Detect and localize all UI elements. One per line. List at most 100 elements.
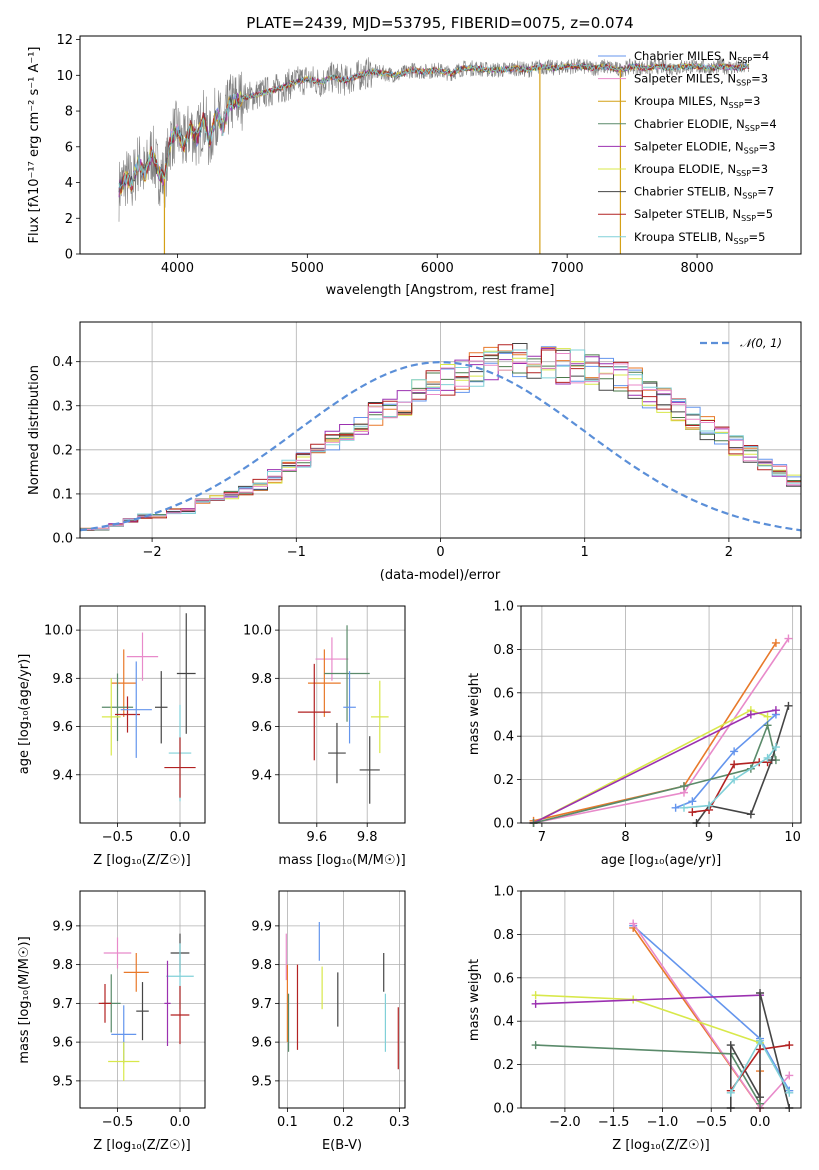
- y-tick-label: 9.9: [251, 919, 272, 934]
- mass-weight-marker: [785, 1071, 794, 1080]
- x-tick-label: 0.2: [333, 1115, 354, 1130]
- mass-weight-marker: [784, 634, 793, 643]
- mass-weight-marker: [767, 756, 776, 765]
- y-tick-label: 9.6: [251, 720, 272, 735]
- age-weight-ylabel: mass weight: [467, 673, 482, 755]
- mass-age-xlabel: mass [log₁₀(M/M☉)]: [278, 853, 405, 868]
- mass-weight-marker: [688, 797, 697, 806]
- x-tick-label: 5000: [291, 261, 324, 276]
- mass-weight-marker: [679, 782, 688, 791]
- y-tick-label: 0.2: [52, 443, 73, 458]
- mass-weight-marker: [756, 1045, 765, 1054]
- mass-weight-marker: [756, 988, 765, 997]
- mass-weight-marker: [531, 999, 540, 1008]
- x-tick-label: 8: [621, 830, 629, 845]
- mass-weight-marker: [705, 801, 714, 810]
- mass-weight-marker: [756, 1036, 765, 1045]
- y-tick-label: 0.4: [52, 355, 73, 370]
- residual-ylabel: Normed distribution: [27, 365, 42, 495]
- mass-weight-marker: [763, 721, 772, 730]
- mass-weight-marker: [730, 747, 739, 756]
- normal-curve: [79, 360, 802, 532]
- y-tick-label: 0.0: [52, 532, 73, 547]
- residual-panel: 𝒩(0, 1) −2 −1 0 1 2 0.0 0.1 0.2 0.3 0.4 (data-mod…: [27, 321, 802, 583]
- spectrum-title: PLATE=2439, MJD=53795, FIBERID=0075, z=0…: [246, 14, 633, 32]
- legend-label: Salpeter STELIB, NSSP=5: [634, 207, 773, 223]
- z-weight-ylabel: mass weight: [467, 959, 482, 1041]
- x-tick-label: 0.3: [389, 1115, 410, 1130]
- y-tick-label: 0.2: [493, 773, 514, 788]
- mass-weight-marker: [688, 808, 697, 817]
- y-tick-label: 9.8: [251, 958, 272, 973]
- y-tick-label: 1.0: [493, 600, 514, 615]
- mass-weight-marker: [771, 743, 780, 752]
- legend-label: Salpeter MILES, NSSP=3: [634, 72, 768, 88]
- mass-weight-marker: [726, 1041, 735, 1050]
- x-tick-label: 9.6: [306, 830, 327, 845]
- x-tick-label: 7: [538, 830, 546, 845]
- x-tick-label: 9.8: [357, 830, 378, 845]
- x-tick-label: −2.0: [549, 1115, 581, 1130]
- y-tick-label: 9.5: [52, 1074, 73, 1089]
- mass-weight-marker: [531, 1041, 540, 1050]
- y-tick-label: 9.4: [52, 768, 73, 783]
- spectrum-model-line: [118, 62, 749, 190]
- mass-weight-marker: [679, 803, 688, 812]
- y-tick-label: 9.8: [52, 958, 73, 973]
- y-tick-label: 0.6: [493, 686, 514, 701]
- y-tick-label: 9.6: [52, 1036, 73, 1051]
- x-tick-label: −1: [287, 545, 306, 560]
- z-age-xlabel: Z [log₁₀(Z/Z☉)]: [93, 853, 190, 868]
- mass-weight-marker: [730, 760, 739, 769]
- y-tick-label: 8: [65, 105, 73, 120]
- mass-weight-marker: [763, 753, 772, 762]
- x-tick-label: 0.1: [277, 1115, 298, 1130]
- y-tick-label: 0.4: [493, 730, 514, 745]
- x-tick-label: 4000: [161, 261, 194, 276]
- legend-label: 𝒩(0, 1): [740, 336, 782, 350]
- x-tick-label: −0.5: [102, 830, 134, 845]
- mass-weight-marker: [771, 706, 780, 715]
- z-mass-ylabel: mass [log₁₀(M/M☉)]: [17, 936, 32, 1063]
- x-tick-label: 0.0: [170, 830, 191, 845]
- y-tick-label: 6: [65, 140, 73, 155]
- x-tick-label: 1: [581, 545, 589, 560]
- legend-label: Salpeter ELODIE, NSSP=3: [634, 139, 776, 155]
- mass-weight-marker: [746, 710, 755, 719]
- x-tick-label: −1.0: [647, 1115, 679, 1130]
- y-tick-label: 4: [65, 176, 73, 191]
- spectrum-axes: [79, 35, 802, 255]
- x-tick-label: 0.0: [750, 1115, 771, 1130]
- x-tick-label: 8000: [681, 261, 714, 276]
- x-tick-label: −0.5: [695, 1115, 727, 1130]
- mass-weight-marker: [531, 991, 540, 1000]
- y-tick-label: 0.6: [493, 971, 514, 986]
- x-tick-label: 6000: [421, 261, 454, 276]
- y-tick-label: 10.0: [44, 624, 73, 639]
- y-tick-label: 0.1: [52, 487, 73, 502]
- y-tick-label: 9.6: [251, 1036, 272, 1051]
- mass-weight-marker: [756, 1093, 765, 1102]
- mass-weight-marker: [629, 919, 638, 928]
- ebv-mass-xlabel: E(B-V): [322, 1138, 362, 1153]
- mass-weight-marker: [726, 1088, 735, 1097]
- x-tick-label: −1.5: [598, 1115, 630, 1130]
- y-tick-label: 9.9: [52, 919, 73, 934]
- histogram-step: [80, 348, 802, 530]
- spectrum-panel: PLATE=2439, MJD=53795, FIBERID=0075, z=0…: [27, 14, 802, 298]
- mass-weight-marker: [671, 803, 680, 812]
- spectrum-ylabel: Flux [fλ10⁻¹⁷ erg cm⁻² s⁻¹ A⁻¹]: [27, 47, 42, 244]
- y-tick-label: 1.0: [493, 885, 514, 900]
- age-weight-xlabel: age [log₁₀(age/yr)]: [601, 853, 722, 868]
- legend-label: Chabrier STELIB, NSSP=7: [634, 185, 774, 201]
- y-tick-label: 0.0: [493, 817, 514, 832]
- mass-weight-line: [535, 994, 761, 1005]
- y-tick-label: 9.5: [251, 1074, 272, 1089]
- residual-xlabel: (data-model)/error: [380, 568, 501, 583]
- legend-label: Kroupa STELIB, NSSP=5: [634, 230, 765, 246]
- x-tick-label: 2: [725, 545, 733, 560]
- y-tick-label: 0.4: [493, 1015, 514, 1030]
- y-tick-label: 9.4: [251, 768, 272, 783]
- mass-weight-marker: [785, 1041, 794, 1050]
- mass-age-panel: 9.6 9.8 9.4 9.6 9.8 10.0 mass [log₁₀(M/M☉)]: [243, 605, 406, 868]
